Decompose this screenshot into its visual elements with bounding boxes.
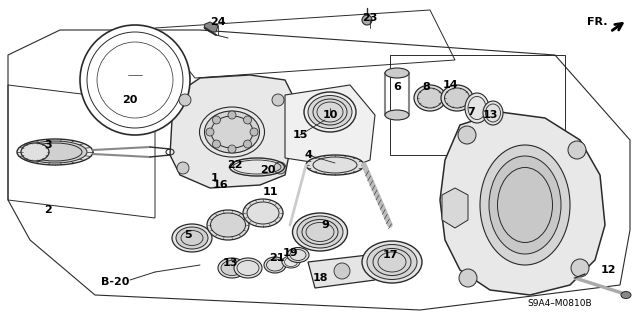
Ellipse shape [205,111,259,153]
Ellipse shape [172,224,212,252]
Ellipse shape [362,241,422,283]
Circle shape [212,140,220,148]
Ellipse shape [297,216,343,248]
Text: 4: 4 [304,150,312,160]
Text: 18: 18 [312,273,328,283]
Ellipse shape [480,145,570,265]
Ellipse shape [287,248,309,263]
Text: 22: 22 [227,160,243,170]
Circle shape [568,141,586,159]
Text: 24: 24 [210,17,226,27]
Text: FR.: FR. [587,17,607,27]
Text: S9A4–M0810B: S9A4–M0810B [528,300,592,308]
Ellipse shape [17,139,93,165]
Text: 23: 23 [362,13,378,23]
Ellipse shape [465,93,489,123]
Ellipse shape [207,210,249,240]
Ellipse shape [385,68,409,78]
Ellipse shape [282,256,300,268]
Text: 14: 14 [442,80,458,90]
Text: 10: 10 [323,110,338,120]
Ellipse shape [211,213,246,237]
Text: 5: 5 [184,230,192,240]
Text: 20: 20 [122,95,138,105]
Text: B-20: B-20 [101,277,129,287]
Text: 15: 15 [292,130,308,140]
Ellipse shape [264,257,286,273]
Circle shape [228,111,236,119]
Circle shape [177,162,189,174]
Text: 7: 7 [467,107,475,117]
Circle shape [362,15,372,25]
Ellipse shape [308,95,352,129]
Ellipse shape [221,261,243,276]
Circle shape [250,128,258,136]
Text: 16: 16 [212,180,228,190]
Ellipse shape [367,244,417,279]
Ellipse shape [234,258,262,278]
Ellipse shape [21,143,49,161]
Ellipse shape [306,155,364,175]
Ellipse shape [489,156,561,254]
Circle shape [274,162,286,174]
Ellipse shape [292,213,348,251]
Polygon shape [285,85,375,168]
Text: 17: 17 [382,250,397,260]
Text: 13: 13 [222,258,237,268]
Circle shape [80,25,190,135]
Ellipse shape [218,258,246,278]
Ellipse shape [243,199,283,227]
Text: 19: 19 [282,248,298,258]
Circle shape [272,94,284,106]
Circle shape [228,145,236,153]
Ellipse shape [621,292,631,299]
Circle shape [179,94,191,106]
Ellipse shape [483,101,503,125]
Polygon shape [308,255,375,288]
Text: 13: 13 [483,110,498,120]
Ellipse shape [385,110,409,120]
Text: 21: 21 [269,253,285,263]
Circle shape [458,126,476,144]
Ellipse shape [176,227,208,249]
Ellipse shape [441,85,473,111]
Circle shape [244,140,252,148]
Circle shape [334,263,350,279]
Text: 12: 12 [600,265,616,275]
Ellipse shape [417,88,442,108]
Text: 9: 9 [321,220,329,230]
Polygon shape [170,75,295,188]
Ellipse shape [414,85,446,111]
Circle shape [244,116,252,124]
Ellipse shape [304,92,356,132]
Circle shape [212,116,220,124]
Text: 6: 6 [393,82,401,92]
Text: 1: 1 [211,173,219,183]
Polygon shape [440,112,605,295]
Text: 2: 2 [44,205,52,215]
Text: 11: 11 [262,187,278,197]
Circle shape [571,259,589,277]
Ellipse shape [23,141,87,163]
Ellipse shape [445,88,470,108]
Circle shape [206,128,214,136]
Polygon shape [442,188,468,228]
Circle shape [459,269,477,287]
Text: 3: 3 [44,140,52,150]
Polygon shape [204,22,218,32]
Text: 8: 8 [422,82,430,92]
Text: 20: 20 [260,165,276,175]
